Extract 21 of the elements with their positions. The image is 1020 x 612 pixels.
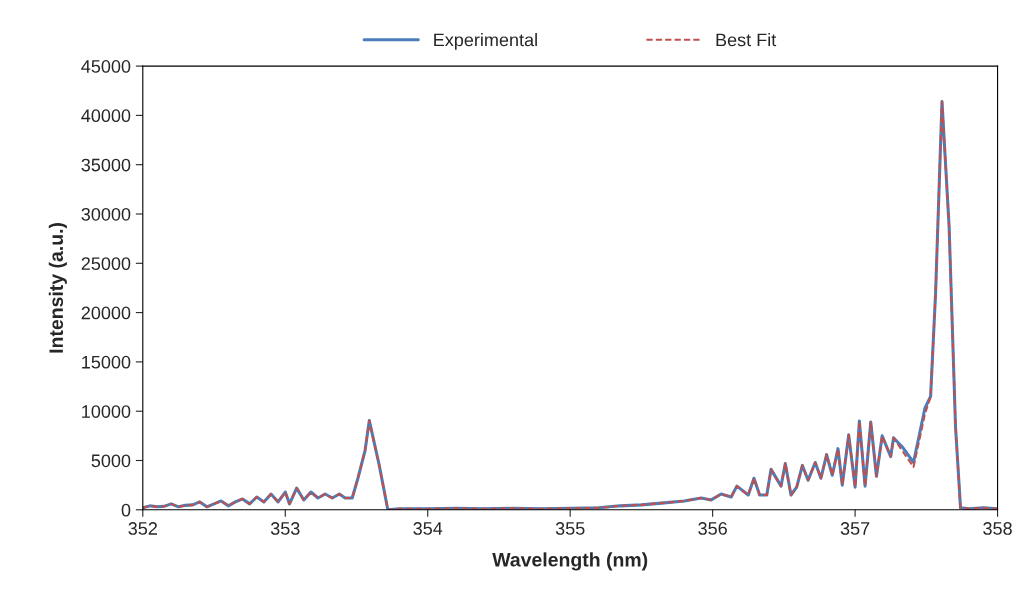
legend-label: Best Fit <box>716 33 777 47</box>
y-tick-label: 15000 <box>82 355 131 369</box>
y-tick-label: 30000 <box>81 207 131 221</box>
y-tick-label: 35000 <box>81 158 131 172</box>
y-tick-label: 40000 <box>81 109 131 123</box>
y-tick-label: 5000 <box>91 454 131 468</box>
y-tick-label: 20000 <box>81 306 131 320</box>
legend-label: Experimental <box>434 33 537 50</box>
y-axis-title: Intensity (a.u.) <box>48 223 67 353</box>
y-tick-label: 0 <box>121 503 131 517</box>
x-tick-label: 354 <box>413 522 443 535</box>
x-axis-title: Wavelength (nm) <box>492 552 648 571</box>
y-tick-label: 10000 <box>82 405 131 418</box>
x-tick-label: 355 <box>555 522 585 535</box>
x-tick-label: 358 <box>983 522 1012 535</box>
y-tick-label: 25000 <box>81 257 131 271</box>
x-tick-label: 352 <box>128 522 157 535</box>
y-tick-label: 45000 <box>81 60 131 73</box>
x-tick-label: 353 <box>270 522 300 535</box>
x-tick-label: 356 <box>698 522 727 535</box>
x-tick-label: 357 <box>840 522 870 535</box>
